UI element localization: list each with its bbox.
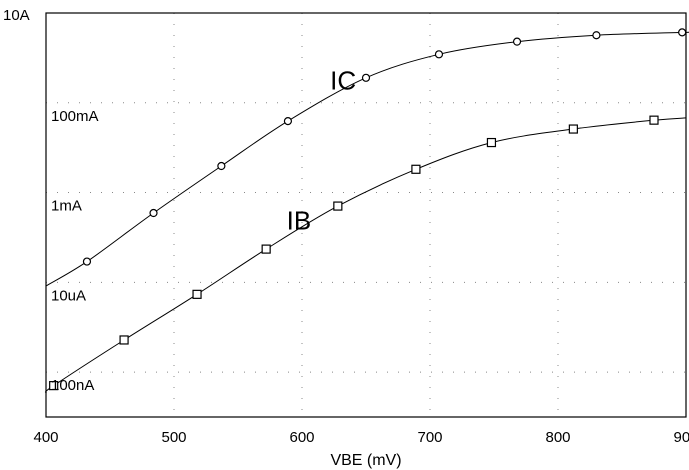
x-tick-label: 500 (161, 429, 186, 446)
grid (46, 13, 686, 417)
plot-area-frame (45, 12, 687, 418)
series-label-ic: IC (330, 65, 356, 95)
data-point-ib (333, 201, 343, 211)
series-line-ic (45, 31, 689, 287)
x-tick-labels: 400 500 600 700 800 900 (33, 429, 689, 446)
data-point-ib (411, 164, 421, 174)
data-point-ic (149, 208, 158, 218)
data-point-ic (361, 73, 371, 82)
y-tick-label: 10A (3, 7, 30, 24)
data-point-ic (434, 50, 444, 59)
y-tick-labels: 10A 100mA 1mA 10uA 100nA (3, 7, 99, 394)
series-curves (44, 31, 689, 393)
x-tick-label: 400 (33, 429, 58, 446)
x-tick-label: 900 (673, 429, 689, 446)
x-tick-label: 600 (289, 429, 314, 446)
data-point-ib (192, 289, 202, 299)
data-point-ic (82, 257, 92, 266)
data-point-ib (119, 335, 129, 345)
y-tick-label: 10uA (51, 287, 86, 304)
series-markers (49, 28, 687, 391)
y-tick-label: 100nA (51, 377, 94, 394)
data-point-ib (649, 115, 659, 125)
data-point-ic (217, 161, 226, 171)
data-point-ib (486, 137, 497, 148)
y-tick-label: 100mA (51, 108, 99, 125)
series-line-ib (44, 117, 687, 393)
series-label-ib: IB (287, 206, 312, 236)
data-point-ic (678, 28, 687, 37)
series-labels: IC IB (287, 65, 357, 235)
x-tick-label: 700 (417, 429, 442, 446)
x-tick-label: 800 (545, 429, 570, 446)
data-point-ib (261, 244, 271, 254)
y-tick-label: 1mA (51, 198, 82, 215)
data-point-ib (568, 124, 578, 134)
x-axis-label: VBE (mV) (330, 452, 401, 469)
data-point-ib (49, 381, 59, 391)
data-point-ic (512, 37, 522, 46)
data-point-ic (283, 117, 293, 126)
data-point-ic (592, 31, 601, 40)
